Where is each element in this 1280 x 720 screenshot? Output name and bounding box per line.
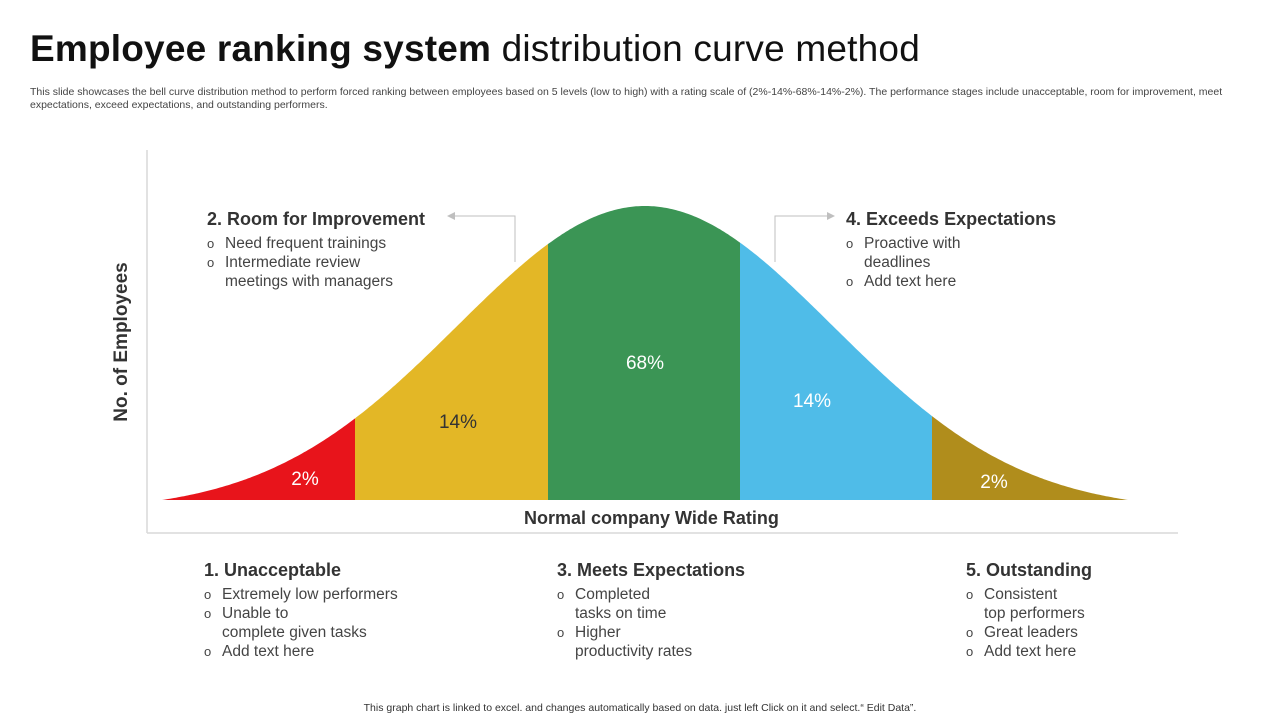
- segment-meets-expectations: [548, 206, 740, 500]
- level-title: 5. Outstanding: [966, 560, 1092, 580]
- level-item: Add text here: [204, 642, 398, 661]
- segment-exceeds-expectations: [740, 242, 932, 500]
- level-title: 3. Meets Expectations: [557, 560, 746, 580]
- segment-label-unacceptable: 2%: [291, 469, 319, 490]
- y-axis-label: No. of Employees: [111, 262, 132, 422]
- level-exceeds-expectations: 4. Exceeds Expectations Proactive with d…: [846, 209, 1056, 291]
- segment-unacceptable: [162, 418, 355, 500]
- level-items: Completed tasks on time Higher productiv…: [557, 585, 745, 661]
- level-title: 2. Room for Improvement: [207, 209, 426, 229]
- level-items: Proactive with deadlines Add text here: [846, 234, 1056, 291]
- arrow-left-connector: [455, 215, 516, 262]
- page-subtitle: This slide showcases the bell curve dist…: [30, 86, 1223, 111]
- level-title: 1. Unacceptable: [204, 560, 342, 580]
- level-items: Extremely low performers Unable to compl…: [204, 585, 398, 661]
- level-room-for-improvement: 2. Room for Improvement Need frequent tr…: [207, 209, 425, 291]
- level-meets-expectations: 3. Meets Expectations Completed tasks on…: [557, 560, 745, 661]
- level-item: Unable to complete given tasks: [204, 604, 398, 642]
- level-items: Need frequent trainings Intermediate rev…: [207, 234, 425, 291]
- segment-outstanding: [932, 416, 1128, 500]
- segment-label-room-for-improvement: 14%: [438, 412, 478, 433]
- arrow-right-head: [827, 212, 835, 220]
- curve-segments: [162, 206, 1128, 500]
- segment-room-for-improvement: [355, 244, 548, 500]
- level-item: Higher productivity rates: [557, 623, 745, 661]
- arrow-left-head: [447, 212, 455, 220]
- level-item: Add text here: [846, 272, 1056, 291]
- level-item: Extremely low performers: [204, 585, 398, 604]
- level-item: Proactive with deadlines: [846, 234, 1056, 272]
- level-item: Consistent top performers: [966, 585, 1092, 623]
- level-title: 4. Exceeds Expectations: [846, 209, 1057, 229]
- level-item: Need frequent trainings: [207, 234, 425, 253]
- level-outstanding: 5. Outstanding Consistent top performers…: [966, 560, 1092, 661]
- level-item: Intermediate review meetings with manage…: [207, 253, 425, 291]
- segment-label-meets-expectations: 68%: [625, 353, 665, 374]
- x-axis-label: Normal company Wide Rating: [524, 508, 779, 528]
- arrow-right-connector: [774, 215, 827, 262]
- segment-label-outstanding: 2%: [980, 472, 1008, 493]
- level-item: Add text here: [966, 642, 1092, 661]
- page-title: Employee ranking system distribution cur…: [30, 28, 920, 70]
- level-unacceptable: 1. Unacceptable Extremely low performers…: [204, 560, 398, 661]
- page-title-bold: Employee ranking system: [30, 28, 492, 69]
- level-item: Completed tasks on time: [557, 585, 745, 623]
- footer-note: This graph chart is linked to excel. and…: [363, 702, 917, 714]
- page-title-rest: distribution curve method: [491, 28, 920, 69]
- level-item: Great leaders: [966, 623, 1092, 642]
- segment-label-exceeds-expectations: 14%: [792, 391, 832, 412]
- level-items: Consistent top performers Great leaders …: [966, 585, 1092, 661]
